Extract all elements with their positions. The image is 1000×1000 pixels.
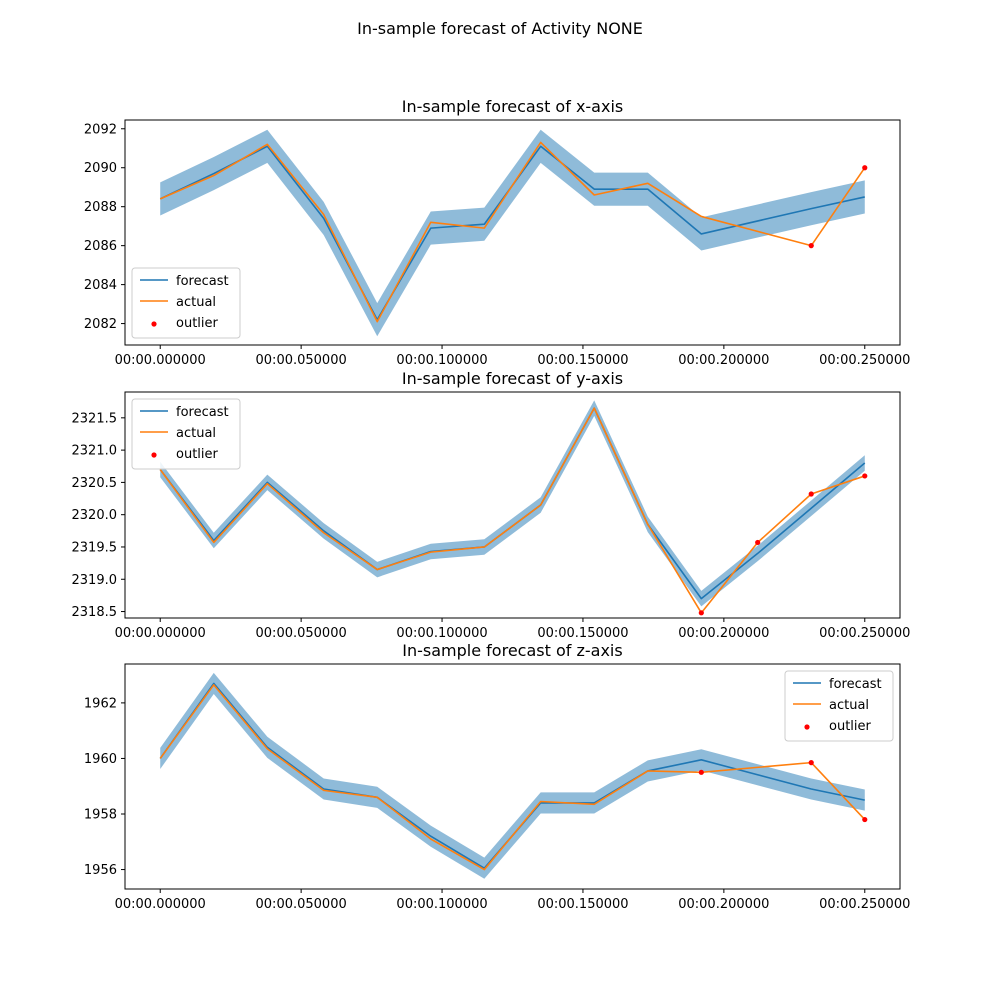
confidence-band — [160, 129, 865, 337]
x-tick-label: 00:00.050000 — [256, 626, 347, 641]
y-tick-label: 2320.0 — [72, 508, 118, 523]
y-tick-label: 1960 — [84, 752, 117, 767]
subplot-1: In-sample forecast of x-axis 2082 2084 2086… — [84, 97, 910, 368]
y-tick-label: 2092 — [84, 122, 117, 137]
series-line-forecast — [159, 145, 865, 321]
axes-frame — [124, 663, 901, 890]
y-tick-label: 2321.0 — [72, 444, 118, 459]
x-tick-label: 00:00.200000 — [678, 897, 769, 912]
outlier-point — [862, 816, 868, 823]
axes-frame — [124, 391, 901, 619]
legend: forecast actual outlier — [131, 398, 241, 470]
subplot-3: In-sample forecast of z-axis 1956 1958 1960… — [84, 641, 910, 912]
confidence-band — [160, 672, 865, 879]
x-tick-label: 00:00.100000 — [396, 353, 487, 368]
outlier-point — [862, 165, 868, 171]
x-tick-label: 00:00.250000 — [819, 897, 910, 912]
outlier-point — [808, 491, 814, 497]
subplot-title: In-sample forecast of z-axis — [402, 641, 622, 660]
y-tick-label: 2084 — [84, 278, 117, 293]
y-tick-label: 1956 — [84, 863, 117, 878]
subplot-2: In-sample forecast of y-axis 2318.5 2319.0… — [72, 369, 911, 641]
legend-label-actual: actual — [176, 426, 216, 441]
outlier-point — [755, 539, 761, 546]
y-tick-label: 2318.5 — [72, 605, 118, 620]
series-line-actual — [159, 407, 866, 614]
x-tick-label: 00:00.150000 — [537, 353, 628, 368]
x-tick-label: 00:00.150000 — [537, 626, 628, 641]
legend-swatch-outlier — [151, 452, 157, 458]
legend-swatch-outlier — [151, 321, 157, 327]
legend-label-outlier: outlier — [176, 316, 219, 331]
subplots: In-sample forecast of x-axis 2082 2084 2086… — [72, 97, 911, 912]
y-tick-label: 2319.0 — [72, 573, 118, 588]
x-tick-label: 00:00.100000 — [396, 897, 487, 912]
legend-label-forecast: forecast — [176, 274, 229, 289]
x-tick-label: 00:00.050000 — [256, 353, 347, 368]
x-tick-label: 00:00.200000 — [678, 353, 769, 368]
y-tick-label: 1958 — [84, 808, 117, 823]
x-tick-label: 00:00.100000 — [396, 626, 487, 641]
legend-box — [131, 398, 241, 470]
y-tick-label: 2090 — [84, 161, 117, 176]
legend: forecast actual outlier — [131, 267, 241, 339]
x-tick-label: 00:00.250000 — [819, 353, 910, 368]
y-tick-label: 2320.5 — [72, 476, 118, 491]
figure-suptitle: In-sample forecast of Activity NONE — [357, 19, 643, 38]
series-line-forecast — [159, 682, 865, 869]
y-tick-label: 2082 — [84, 317, 117, 332]
y-tick-label: 2086 — [84, 239, 117, 254]
legend-label-outlier: outlier — [176, 447, 219, 462]
y-tick-label: 2319.5 — [72, 540, 118, 555]
y-tick-label: 1962 — [84, 696, 117, 711]
legend-label-forecast: forecast — [176, 405, 229, 420]
subplot-title: In-sample forecast of y-axis — [402, 369, 623, 388]
x-tick-label: 00:00.000000 — [115, 626, 206, 641]
outlier-point — [808, 243, 814, 249]
legend-label-actual: actual — [176, 295, 216, 310]
x-tick-label: 00:00.200000 — [678, 626, 769, 641]
x-tick-label: 00:00.000000 — [115, 353, 206, 368]
y-tick-label: 2321.5 — [72, 411, 118, 426]
x-tick-label: 00:00.000000 — [115, 897, 206, 912]
legend-box — [131, 267, 241, 339]
legend-swatch-outlier — [804, 724, 810, 730]
axes-frame — [124, 119, 901, 346]
x-tick-label: 00:00.150000 — [537, 897, 628, 912]
outlier-point — [698, 769, 704, 775]
series-line-actual — [159, 141, 866, 323]
outlier-point — [808, 760, 814, 766]
outlier-point — [862, 473, 868, 479]
legend: forecast actual outlier — [784, 670, 894, 742]
legend-label-actual: actual — [829, 698, 869, 713]
subplot-title: In-sample forecast of x-axis — [402, 97, 623, 116]
legend-label-outlier: outlier — [829, 719, 872, 734]
x-tick-label: 00:00.050000 — [256, 897, 347, 912]
outlier-point — [698, 610, 704, 616]
legend-box — [784, 670, 894, 742]
y-tick-label: 2088 — [84, 200, 117, 215]
x-tick-label: 00:00.250000 — [819, 626, 910, 641]
legend-label-forecast: forecast — [829, 677, 882, 692]
plot-area — [125, 392, 900, 618]
